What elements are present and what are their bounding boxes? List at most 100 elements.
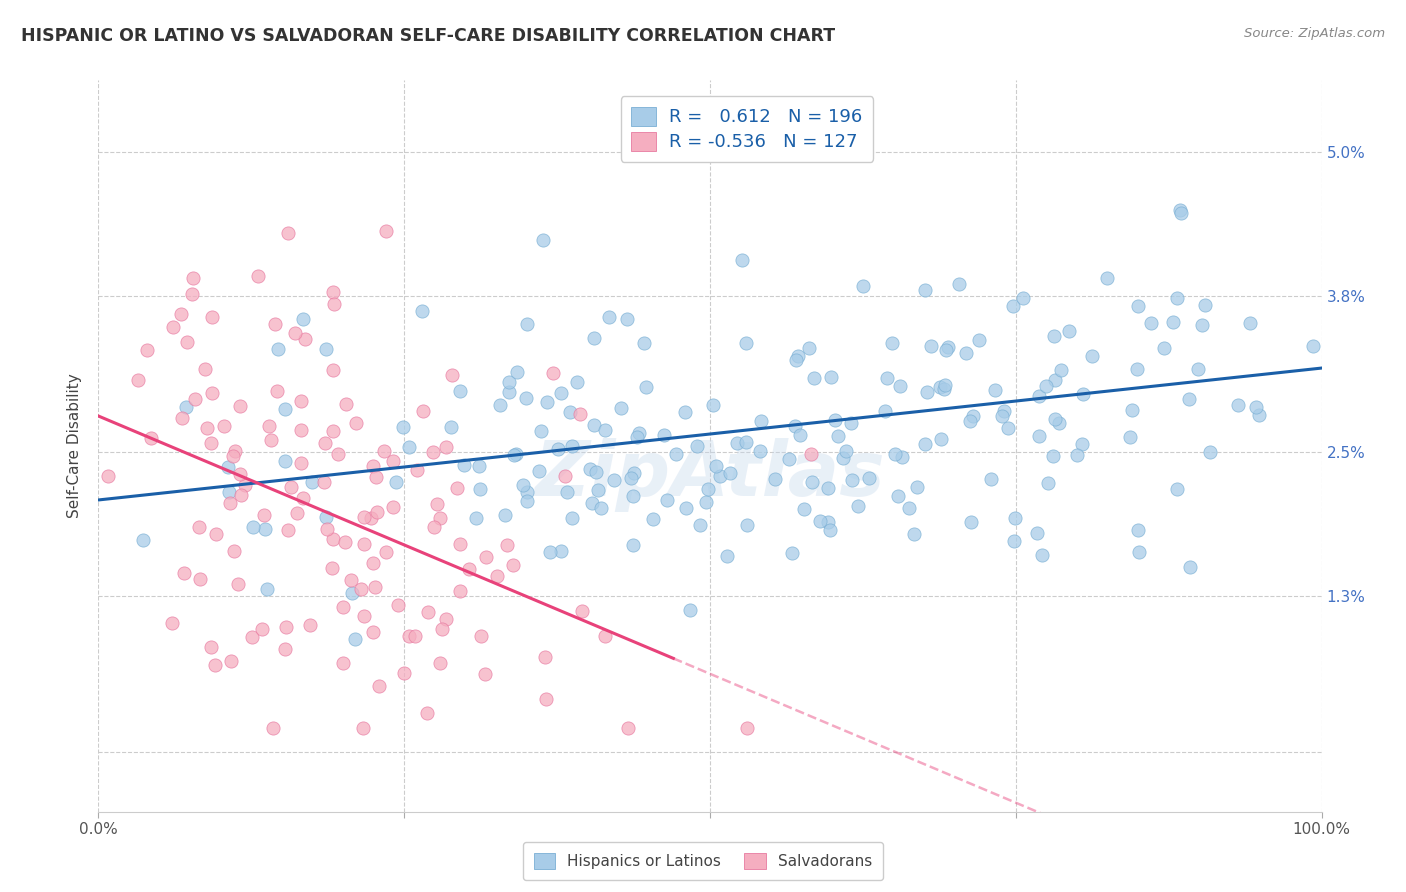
Point [959, 414, 981, 428]
Point [679, 603, 702, 617]
Point [1002, 533, 1025, 548]
Point [991, 409, 1014, 424]
Point [458, 561, 481, 575]
Point [425, 497, 447, 511]
Point [322, 532, 344, 546]
Point [367, 679, 389, 693]
Point [1001, 299, 1024, 313]
Point [1035, 379, 1057, 393]
Point [173, 566, 195, 580]
Point [274, 620, 297, 634]
Point [366, 470, 388, 484]
Point [398, 630, 420, 644]
Point [555, 484, 578, 499]
Point [344, 416, 367, 430]
Point [235, 477, 257, 491]
Point [527, 464, 550, 478]
Point [852, 278, 875, 293]
Point [516, 494, 538, 508]
Point [993, 404, 1015, 418]
Point [335, 397, 357, 411]
Point [652, 427, 675, 442]
Point [515, 391, 537, 405]
Point [720, 467, 742, 481]
Point [880, 336, 903, 351]
Point [831, 450, 853, 465]
Point [498, 376, 520, 390]
Point [267, 343, 290, 357]
Point [1163, 315, 1185, 329]
Point [242, 519, 264, 533]
Point [778, 451, 800, 466]
Point [889, 379, 911, 393]
Point [568, 407, 591, 421]
Point [1031, 548, 1053, 562]
Point [534, 692, 557, 706]
Point [453, 458, 475, 472]
Point [264, 318, 287, 332]
Point [960, 515, 983, 529]
Point [315, 509, 337, 524]
Point [217, 459, 239, 474]
Point [686, 439, 709, 453]
Point [928, 380, 950, 394]
Point [1125, 362, 1147, 376]
Point [697, 482, 720, 496]
Point [229, 399, 252, 413]
Point [1081, 349, 1104, 363]
Point [536, 395, 558, 409]
Point [531, 234, 554, 248]
Point [253, 508, 276, 522]
Point [709, 469, 731, 483]
Point [1050, 363, 1073, 377]
Point [512, 478, 534, 492]
Point [623, 466, 645, 480]
Point [932, 382, 955, 396]
Point [903, 526, 925, 541]
Point [1036, 475, 1059, 490]
Point [969, 333, 991, 347]
Point [734, 434, 756, 449]
Point [1239, 316, 1261, 330]
Point [205, 527, 228, 541]
Point [1170, 205, 1192, 219]
Point [1012, 291, 1035, 305]
Point [503, 448, 526, 462]
Point [702, 399, 724, 413]
Point [801, 475, 824, 490]
Point [353, 537, 375, 551]
Point [997, 421, 1019, 435]
Point [274, 453, 297, 467]
Text: ZipAtlas: ZipAtlas [534, 438, 886, 512]
Point [749, 443, 772, 458]
Point [655, 493, 678, 508]
Point [322, 424, 344, 438]
Point [212, 418, 235, 433]
Point [890, 450, 912, 465]
Y-axis label: Self-Care Disability: Self-Care Disability [67, 374, 83, 518]
Point [1244, 400, 1267, 414]
Point [200, 640, 222, 654]
Point [240, 630, 263, 644]
Point [641, 512, 664, 526]
Point [554, 469, 576, 483]
Point [381, 454, 404, 468]
Point [229, 467, 252, 482]
Point [290, 423, 312, 437]
Point [224, 444, 246, 458]
Point [1153, 342, 1175, 356]
Point [392, 419, 415, 434]
Point [259, 433, 281, 447]
Point [222, 544, 245, 558]
Point [541, 366, 564, 380]
Point [446, 481, 468, 495]
Point [321, 561, 343, 575]
Point [416, 605, 439, 619]
Point [470, 482, 492, 496]
Point [914, 283, 936, 297]
Point [905, 480, 928, 494]
Point [280, 480, 302, 494]
Point [797, 341, 820, 355]
Text: Source: ZipAtlas.com: Source: ZipAtlas.com [1244, 27, 1385, 40]
Point [170, 411, 193, 425]
